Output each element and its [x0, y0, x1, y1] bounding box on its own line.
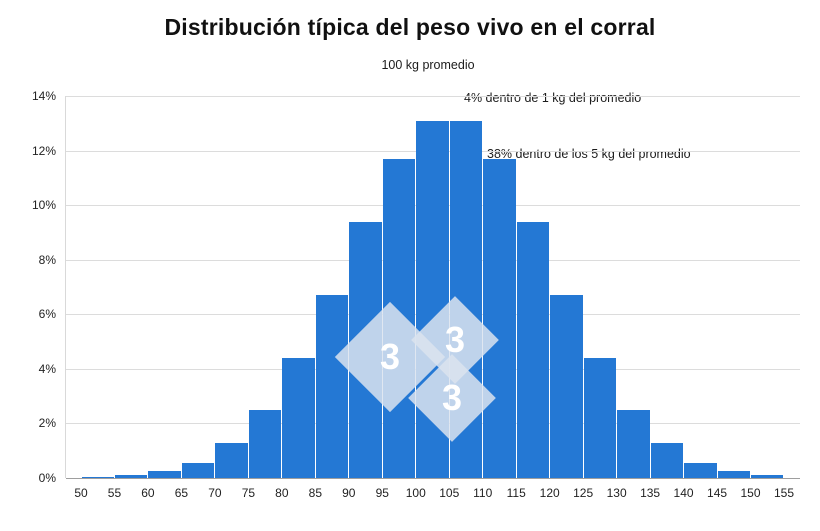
x-tick-label: 125: [573, 486, 594, 500]
x-tick-label: 65: [174, 486, 189, 500]
x-tick-label: 135: [640, 486, 661, 500]
y-axis-line: [65, 96, 66, 478]
bar: [416, 120, 449, 478]
x-tick-label: 130: [606, 486, 627, 500]
x-tick-label: 115: [506, 486, 526, 500]
annotation-38pct: 38% dentro de los 5 kg del promedio: [487, 147, 691, 161]
x-tick-label: 105: [439, 486, 460, 500]
bar: [81, 477, 114, 478]
y-tick-label: 2%: [38, 416, 56, 431]
x-tick-label: 55: [107, 486, 122, 500]
y-tick-label: 6%: [38, 307, 56, 322]
bar: [181, 463, 215, 478]
annotation-promedio: 100 kg promedio: [381, 58, 475, 72]
x-tick-label: 140: [673, 486, 694, 500]
bar: [483, 158, 516, 478]
bar: [315, 295, 349, 478]
annotation-4pct: 4% dentro de 1 kg del promedio: [464, 91, 642, 105]
x-tick-label: 60: [141, 486, 155, 500]
bar: [215, 442, 248, 478]
bar: [449, 120, 483, 478]
x-tick-label: 155: [773, 486, 795, 500]
bar: [550, 295, 583, 478]
y-tick-label: 0%: [38, 471, 56, 485]
y-tick-label: 8%: [38, 252, 56, 267]
bar: [248, 409, 282, 478]
bar: [516, 221, 550, 478]
x-tick-label: 70: [208, 486, 222, 500]
plot-area: [66, 96, 800, 479]
bar: [684, 463, 717, 478]
chart-title: Distribución típica del peso vivo en el …: [164, 14, 656, 40]
x-tick-label: 95: [375, 486, 389, 500]
x-tick-label: 150: [740, 486, 761, 500]
bar: [282, 357, 315, 478]
bar: [717, 471, 751, 478]
y-tick-label: 4%: [38, 361, 56, 376]
bar: [751, 475, 784, 478]
x-tick-label: 145: [707, 486, 728, 500]
bar: [650, 442, 684, 478]
x-tick-label: 90: [342, 486, 356, 500]
bar: [382, 158, 416, 478]
x-tick-label: 100: [405, 486, 426, 500]
x-tick-label: 85: [308, 486, 323, 500]
gridline: [66, 96, 800, 97]
y-tick-label: 10%: [31, 198, 56, 213]
x-tick-label: 50: [74, 486, 88, 500]
bar: [114, 475, 148, 478]
y-tick-label: 14%: [31, 89, 56, 103]
y-tick-label: 12%: [31, 143, 56, 158]
bar: [617, 409, 650, 478]
bar: [148, 471, 181, 478]
x-tick-label: 80: [275, 486, 289, 500]
x-tick-label: 110: [473, 486, 493, 500]
bar: [583, 357, 617, 478]
x-tick-label: 120: [539, 486, 560, 500]
x-tick-label: 75: [241, 486, 256, 500]
bar: [349, 221, 382, 478]
